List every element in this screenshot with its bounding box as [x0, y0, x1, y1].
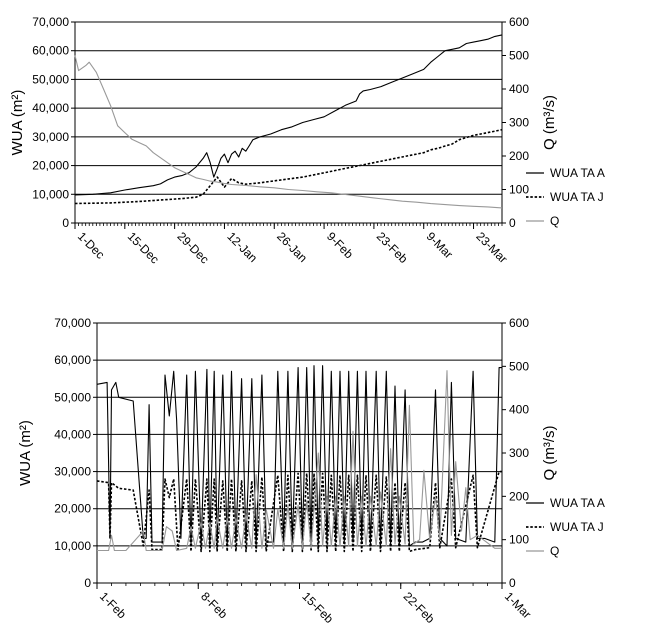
y-tick-label: 40,000 — [54, 427, 91, 441]
x-tick-label: 29-Dec — [175, 229, 212, 266]
x-tick-label: 1-Mar — [502, 589, 534, 621]
y-tick-label: 20,000 — [32, 159, 69, 173]
series-line-q — [97, 370, 502, 552]
y2-tick-label: 600 — [509, 316, 529, 330]
x-tick-label: 15-Dec — [125, 229, 162, 266]
y-tick-label: 0 — [84, 576, 91, 590]
y-tick-label: 50,000 — [54, 390, 91, 404]
x-tick-label: 22-Feb — [401, 589, 438, 626]
y-axis-title: WUA (m²) — [9, 90, 26, 156]
x-tick-label: 1-Feb — [97, 589, 129, 621]
chart-2: 0 10,000 20,000 30,000 40,000 50,000 60,000 70,… — [17, 316, 605, 626]
series-line-wua-ta-j — [96, 470, 502, 553]
y-tick-label: 0 — [62, 216, 69, 230]
legend-label: Q — [550, 544, 559, 558]
y2-tick-label: 0 — [509, 576, 516, 590]
y-tick-label: 10,000 — [32, 187, 69, 201]
y2-tick-label: 300 — [509, 116, 529, 130]
legend-label: WUA TA J — [550, 520, 604, 534]
x-tick-label: 15-Feb — [299, 589, 336, 626]
y-tick-label: 30,000 — [32, 130, 69, 144]
x-tick-label: 9-Mar — [424, 229, 456, 261]
series-line-wua-ta-j — [74, 128, 503, 205]
legend-label: WUA TA A — [550, 166, 605, 180]
x-tick-label: 23-Feb — [374, 229, 411, 266]
series-line-wua-ta-a — [96, 365, 502, 547]
y2-tick-label: 300 — [509, 446, 529, 460]
x-tick-label: 9-Feb — [324, 229, 356, 261]
y-tick-label: 70,000 — [32, 15, 69, 29]
y2-tick-label: 500 — [509, 359, 529, 373]
y-tick-label: 40,000 — [32, 101, 69, 115]
y2-tick-label: 600 — [509, 15, 529, 29]
x-tick-label: 26-Jan — [274, 229, 310, 265]
y2-tick-label: 0 — [509, 216, 516, 230]
x-tick-label: 8-Feb — [198, 589, 230, 621]
y-axis-title: WUA (m²) — [17, 420, 34, 486]
y2-tick-label: 100 — [509, 533, 529, 547]
legend-label: Q — [550, 214, 559, 228]
y2-tick-label: 400 — [509, 82, 529, 96]
x-tick-label: 1-Dec — [75, 229, 108, 262]
y-tick-label: 60,000 — [32, 44, 69, 58]
y2-tick-label: 200 — [509, 489, 529, 503]
legend-label: WUA TA A — [550, 496, 605, 510]
y-tick-label: 60,000 — [54, 353, 91, 367]
series-line-q — [74, 55, 503, 209]
y2-tick-label: 100 — [509, 183, 529, 197]
series-line-wua-ta-a — [74, 34, 503, 196]
x-tick-label: 12-Jan — [224, 229, 260, 265]
x-tick-label: 23-Mar — [473, 229, 510, 266]
y-tick-label: 50,000 — [32, 72, 69, 86]
y2-axis-title: Q (m³/s) — [541, 426, 558, 481]
y2-tick-label: 500 — [509, 49, 529, 63]
chart-1: 0 10,000 20,000 30,000 40,000 50,000 60,000 70,… — [9, 15, 605, 266]
y-tick-label: 30,000 — [54, 465, 91, 479]
y-tick-label: 10,000 — [54, 539, 91, 553]
y-tick-label: 70,000 — [54, 316, 91, 330]
legend-label: WUA TA J — [550, 190, 604, 204]
y2-tick-label: 400 — [509, 403, 529, 417]
y2-axis-title: Q (m³/s) — [541, 95, 558, 150]
y2-tick-label: 200 — [509, 149, 529, 163]
y-tick-label: 20,000 — [54, 502, 91, 516]
